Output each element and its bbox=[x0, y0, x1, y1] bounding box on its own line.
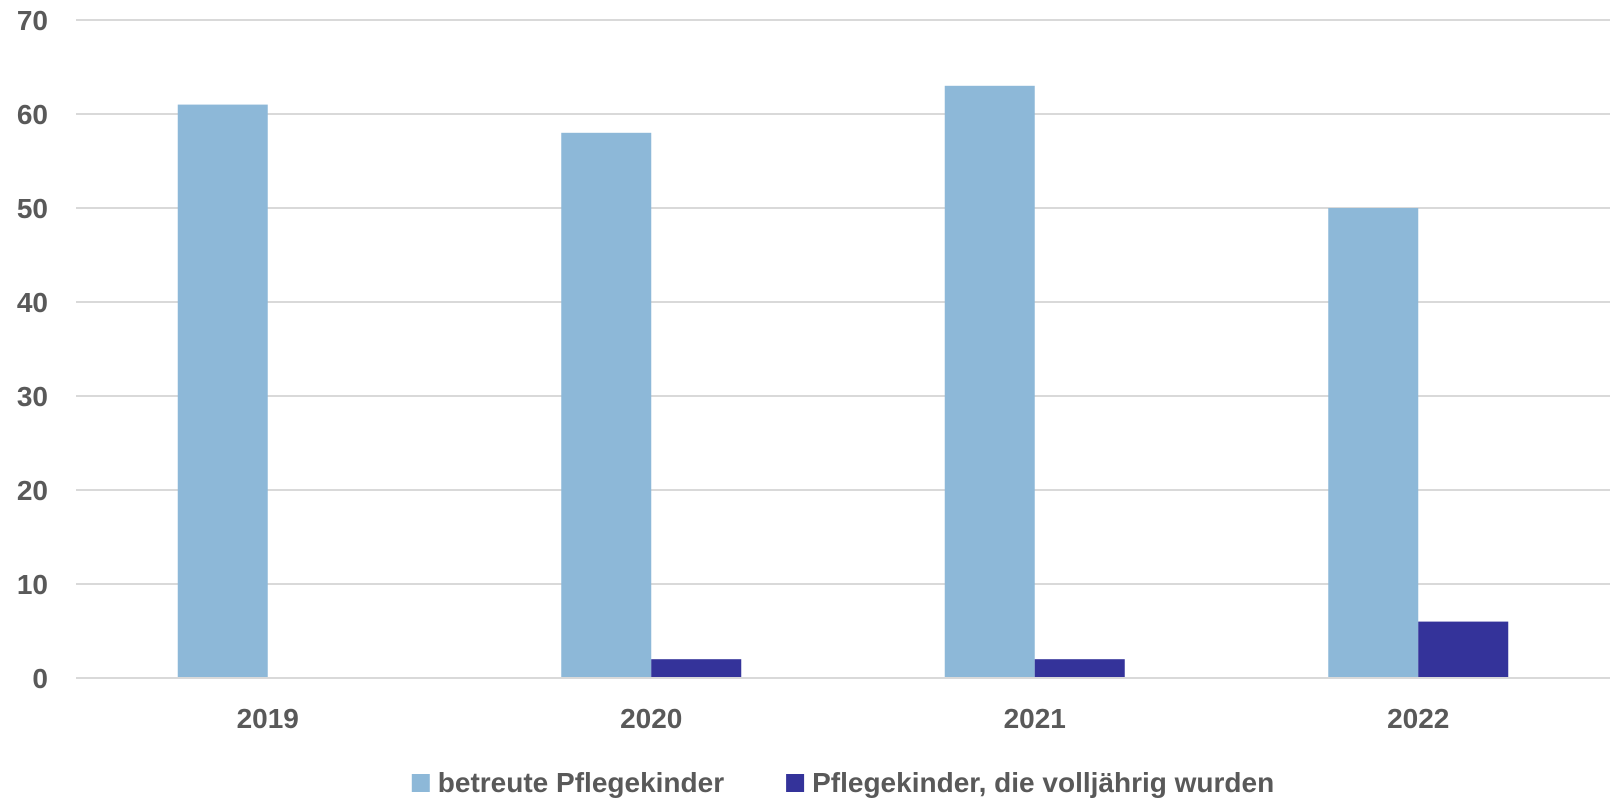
x-axis: 2019 2020 2021 2022 bbox=[76, 677, 1610, 734]
y-tick-label: 0 bbox=[32, 663, 48, 694]
legend-swatch bbox=[786, 774, 805, 792]
y-tick-label: 30 bbox=[17, 381, 48, 412]
y-tick-label: 60 bbox=[17, 99, 48, 130]
bar-series-0-2019 bbox=[177, 104, 268, 679]
y-axis: 0 10 20 30 40 50 60 70 bbox=[17, 5, 48, 694]
y-tick-label: 20 bbox=[17, 475, 48, 506]
bar-series-1-2022 bbox=[1418, 621, 1509, 678]
legend-label: Pflegekinder, die volljährig wurden bbox=[812, 767, 1274, 798]
legend-swatch bbox=[411, 774, 430, 792]
bar-series-1-2020 bbox=[651, 659, 742, 678]
x-tick-label: 2021 bbox=[1004, 703, 1066, 734]
bar-series-1-2021 bbox=[1034, 659, 1125, 678]
y-tick-label: 40 bbox=[17, 287, 48, 318]
x-tick-label: 2020 bbox=[620, 703, 682, 734]
bar-series-0-2021 bbox=[944, 85, 1035, 679]
legend-label: betreute Pflegekinder bbox=[438, 767, 724, 798]
x-tick-label: 2022 bbox=[1387, 703, 1449, 734]
bars bbox=[177, 85, 1509, 679]
legend: betreute Pflegekinder Pflegekinder, die v… bbox=[411, 767, 1274, 798]
bar-series-0-2020 bbox=[561, 132, 652, 679]
bar-series-0-2022 bbox=[1328, 208, 1419, 678]
gridlines bbox=[76, 19, 1610, 585]
legend-item-0: betreute Pflegekinder bbox=[411, 767, 724, 798]
y-tick-label: 10 bbox=[17, 569, 48, 600]
legend-item-1: Pflegekinder, die volljährig wurden bbox=[786, 767, 1274, 798]
x-tick-label: 2019 bbox=[237, 703, 299, 734]
y-tick-label: 50 bbox=[17, 193, 48, 224]
y-tick-label: 70 bbox=[17, 5, 48, 36]
